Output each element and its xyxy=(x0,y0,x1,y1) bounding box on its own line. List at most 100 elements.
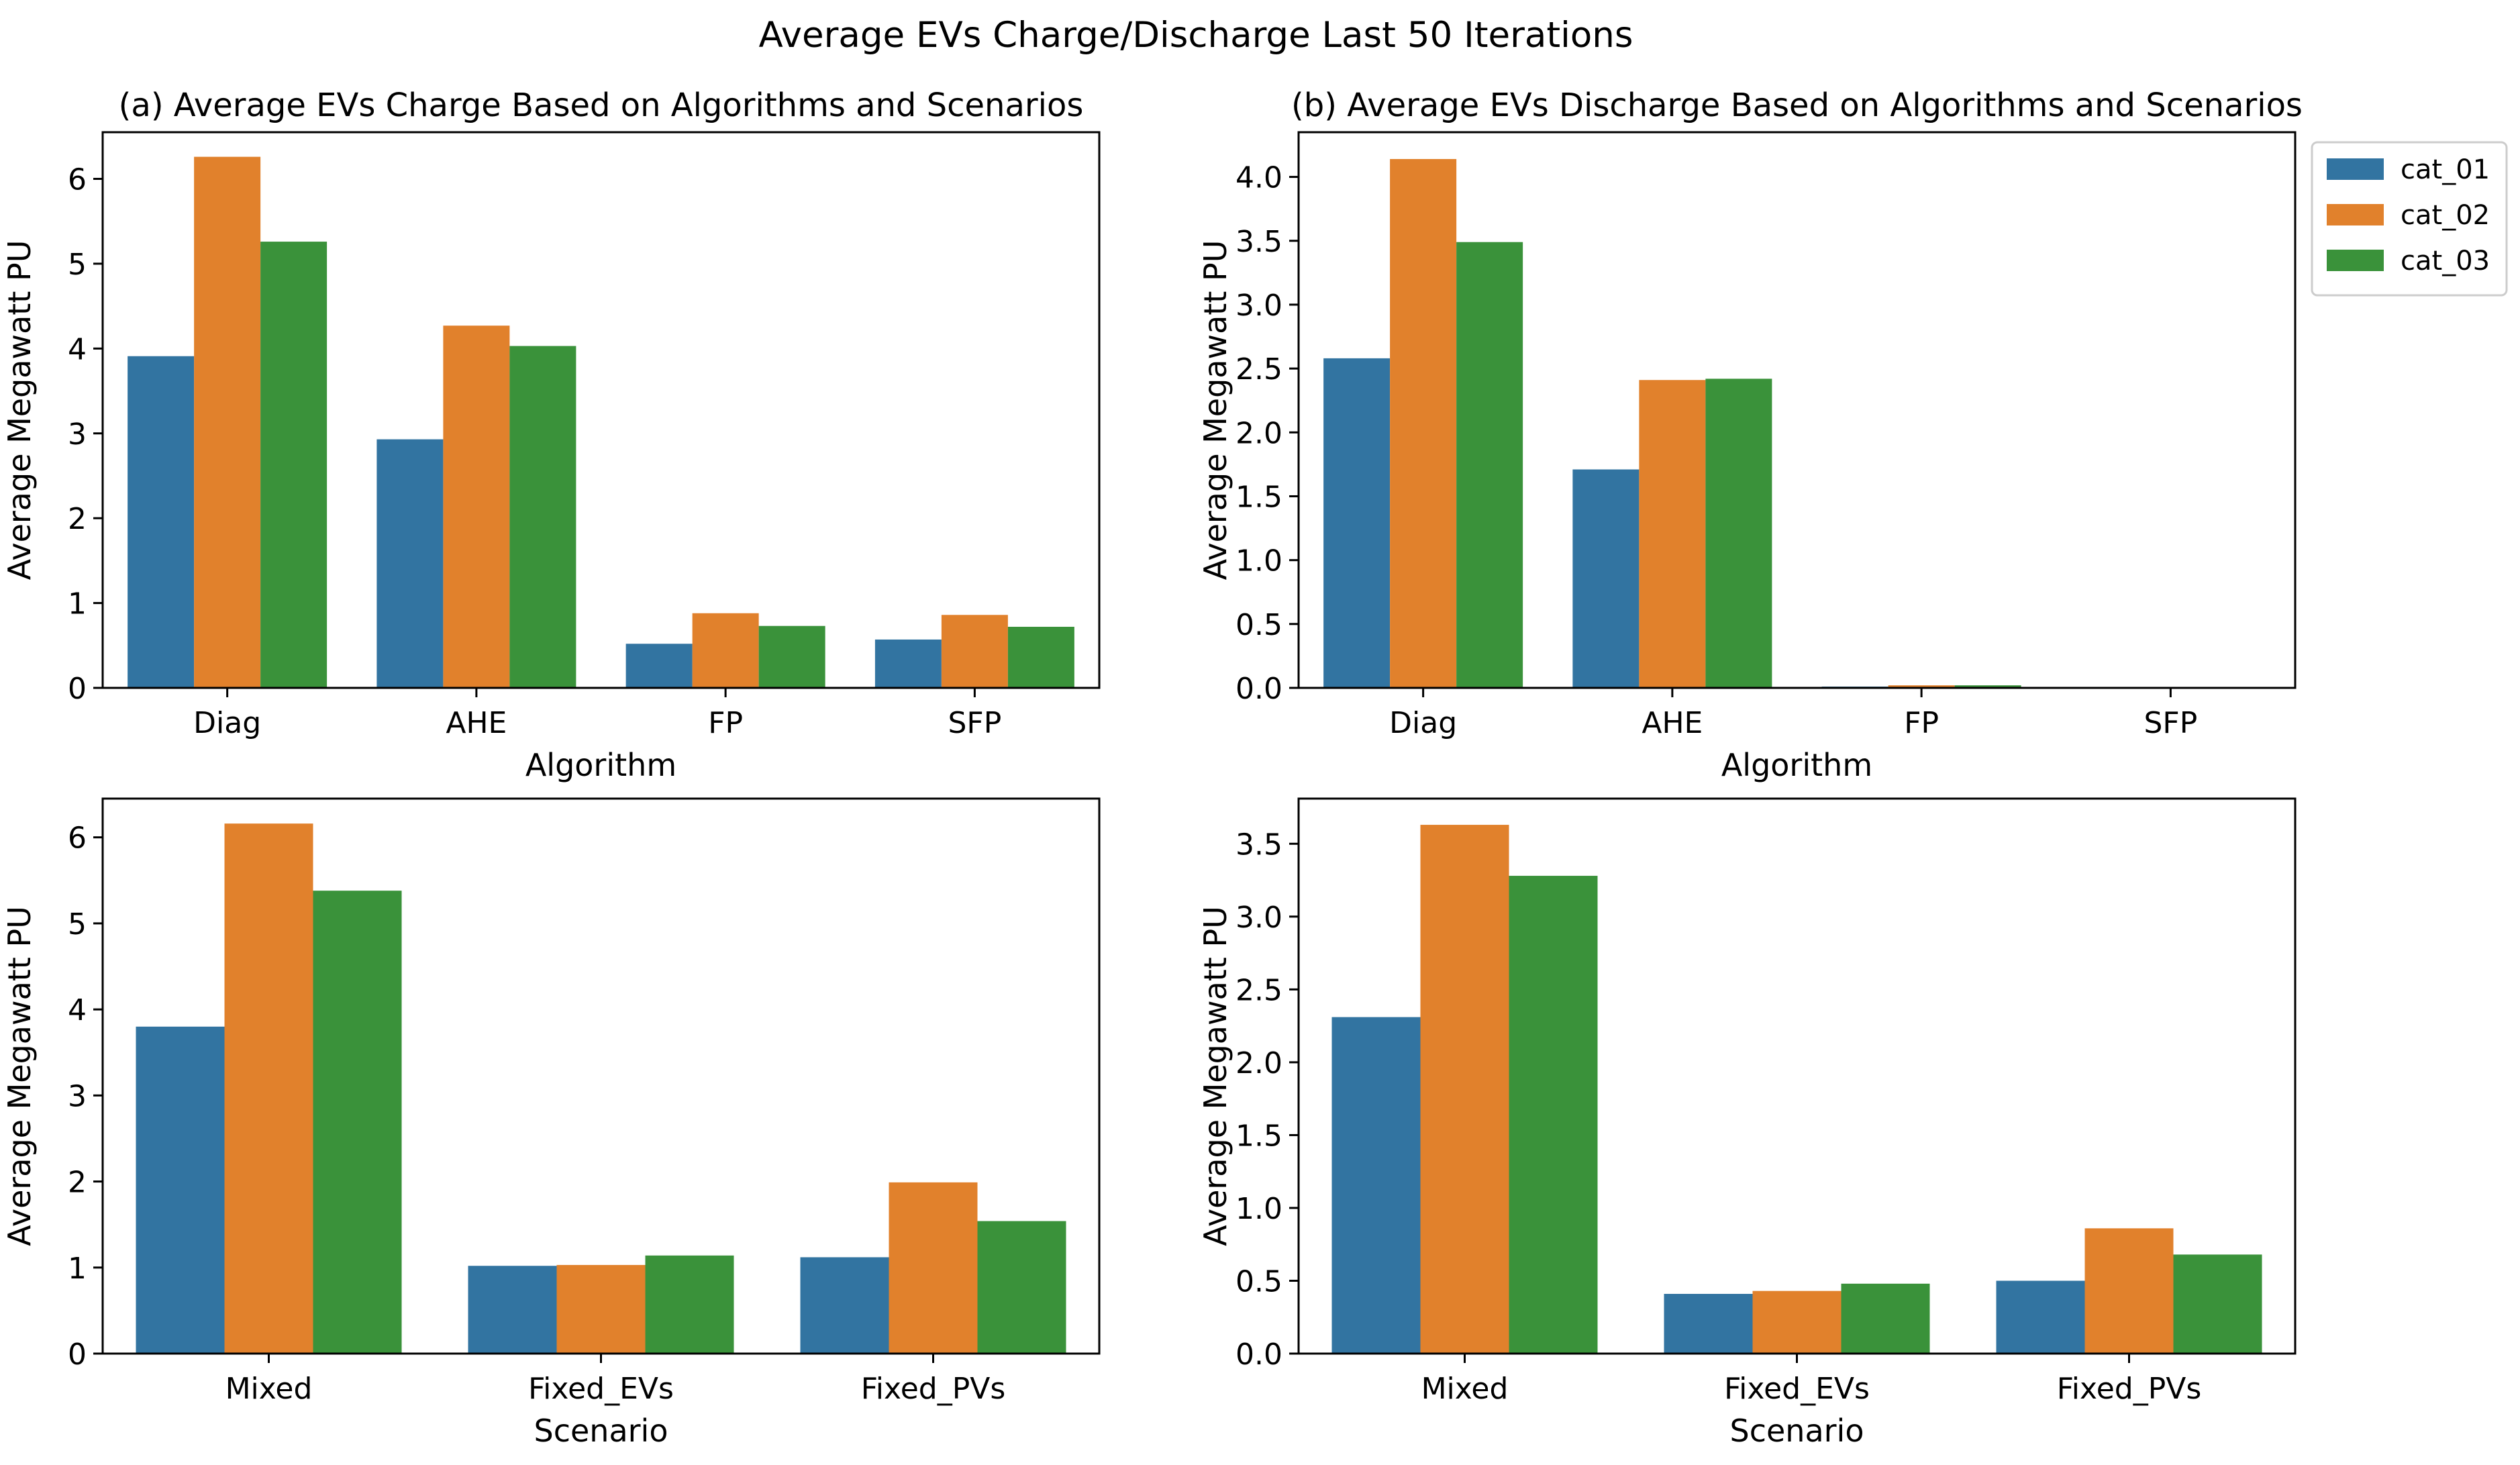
x-tick-label: SFP xyxy=(2144,706,2197,740)
bar-cat_02-fixed_pvs xyxy=(889,1182,978,1354)
bar-cat_03-diag xyxy=(1456,242,1523,688)
y-tick-label: 4 xyxy=(68,993,87,1027)
bar-cat_01-sfp xyxy=(874,639,942,688)
panel-title: (b) Average EVs Discharge Based on Algor… xyxy=(1291,87,2303,124)
x-tick-label: Fixed_PVs xyxy=(861,1372,1006,1406)
x-tick-label: Fixed_EVs xyxy=(528,1372,674,1406)
bar-cat_01-fp xyxy=(625,644,693,688)
legend-swatch-cat_01 xyxy=(2327,158,2384,180)
bar-cat_02-fixed_pvs xyxy=(2084,1228,2174,1354)
y-tick-label: 2 xyxy=(68,1166,87,1200)
y-tick-label: 1.5 xyxy=(1236,480,1282,514)
y-tick-label: 1 xyxy=(68,587,87,621)
y-tick-label: 6 xyxy=(68,821,87,856)
x-tick-label: SFP xyxy=(948,706,1001,740)
legend-label-cat_02: cat_02 xyxy=(2401,200,2490,231)
bar-cat_02-fp xyxy=(692,613,759,688)
y-tick-label: 0.0 xyxy=(1236,1337,1282,1372)
y-tick-label: 0 xyxy=(68,672,87,706)
chart-panels: 0 1 2 3 4 5 6 Diag AHE FP SFP Algorithm Average Mega… xyxy=(1,87,2303,1449)
y-tick-label: 2.0 xyxy=(1236,1046,1282,1080)
y-tick-label: 5 xyxy=(68,907,87,942)
chart-panel-2: 0.0 0.5 1.0 1.5 2.0 2.5 3.0 3.5 4.0 Diag AHE FP SFP A… xyxy=(1197,87,2303,783)
y-tick-label: 0.5 xyxy=(1236,1264,1282,1299)
bar-cat_03-diag xyxy=(260,242,327,688)
x-axis-label: Scenario xyxy=(534,1413,668,1449)
bar-cat_02-ahe xyxy=(443,325,510,689)
bar-cat_01-mixed xyxy=(1331,1017,1421,1354)
bar-cat_02-fixed_evs xyxy=(556,1264,646,1354)
legend: cat_01 cat_02 cat_03 xyxy=(2311,141,2508,297)
y-tick-label: 1.5 xyxy=(1236,1119,1282,1153)
x-tick-label: Mixed xyxy=(1421,1372,1509,1406)
x-tick-label: Mixed xyxy=(225,1372,313,1406)
x-axis-label: Algorithm xyxy=(1721,747,1872,783)
y-tick-label: 3.5 xyxy=(1236,225,1282,259)
bar-cat_03-fixed_evs xyxy=(1841,1283,1930,1354)
y-axis-label: Average Megawatt PU xyxy=(1197,906,1233,1246)
chart-panel-1: 0 1 2 3 4 5 6 Diag AHE FP SFP Algorithm Average Mega… xyxy=(1,87,1101,783)
y-tick-label: 2.5 xyxy=(1236,352,1282,387)
y-axis-label: Average Megawatt PU xyxy=(1,240,38,580)
y-tick-label: 6 xyxy=(68,163,87,197)
y-tick-label: 1 xyxy=(68,1252,87,1286)
y-tick-label: 3 xyxy=(68,417,87,452)
legend-label-cat_03: cat_03 xyxy=(2401,246,2490,276)
legend-swatch-cat_02 xyxy=(2327,204,2384,225)
bar-cat_02-sfp xyxy=(941,615,1008,688)
bar-cat_02-mixed xyxy=(224,823,313,1354)
y-tick-label: 2.5 xyxy=(1236,973,1282,1007)
x-tick-label: FP xyxy=(1904,706,1939,740)
x-tick-label: AHE xyxy=(1642,706,1703,740)
x-tick-label: Fixed_PVs xyxy=(2057,1372,2202,1406)
y-tick-label: 2 xyxy=(68,502,87,536)
chart-panel-3: 0 1 2 3 4 5 6 Mixed Fixed_EVs Fixed_PVs Scenario Av… xyxy=(1,797,1101,1449)
bar-cat_03-mixed xyxy=(313,891,402,1354)
y-tick-label: 3.0 xyxy=(1236,289,1282,323)
bar-cat_03-fp xyxy=(1954,685,2021,688)
legend-swatch-cat_03 xyxy=(2327,250,2384,271)
x-tick-label: Diag xyxy=(193,706,261,740)
bar-cat_01-fixed_evs xyxy=(468,1266,557,1354)
y-axis-label: Average Megawatt PU xyxy=(1197,240,1233,580)
y-tick-label: 0 xyxy=(68,1337,87,1372)
x-axis-label: Algorithm xyxy=(525,747,676,783)
bar-cat_01-diag xyxy=(1323,358,1391,688)
panel-title: (a) Average EVs Charge Based on Algorith… xyxy=(119,87,1084,124)
x-axis-label: Scenario xyxy=(1730,1413,1864,1449)
y-tick-label: 3 xyxy=(68,1079,87,1113)
bar-cat_01-fixed_pvs xyxy=(800,1257,889,1354)
y-tick-label: 3.0 xyxy=(1236,901,1282,935)
y-tick-label: 0.0 xyxy=(1236,672,1282,706)
bar-cat_03-fp xyxy=(758,625,825,688)
bar-cat_01-fixed_evs xyxy=(1664,1294,1753,1354)
y-tick-label: 4 xyxy=(68,332,87,366)
y-tick-label: 1.0 xyxy=(1236,1192,1282,1226)
figure-suptitle: Average EVs Charge/Discharge Last 50 Ite… xyxy=(758,15,1633,56)
bar-cat_02-mixed xyxy=(1420,825,1509,1354)
axes-frame xyxy=(101,131,1101,689)
x-tick-label: FP xyxy=(708,706,743,740)
bar-cat_02-diag xyxy=(194,156,261,688)
legend-label-cat_01: cat_01 xyxy=(2401,154,2490,185)
bar-cat_03-mixed xyxy=(1509,876,1598,1354)
bar-cat_03-ahe xyxy=(1705,378,1772,688)
bar-cat_02-fp xyxy=(1888,685,1955,688)
bar-cat_03-sfp xyxy=(1007,626,1074,688)
bar-cat_03-ahe xyxy=(509,346,576,688)
y-tick-label: 2.0 xyxy=(1236,416,1282,450)
bar-cat_02-ahe xyxy=(1639,380,1706,688)
y-tick-label: 1.0 xyxy=(1236,544,1282,578)
bar-cat_03-fixed_pvs xyxy=(2173,1254,2262,1354)
axes-frame xyxy=(1297,131,2297,689)
bar-cat_03-fixed_pvs xyxy=(977,1221,1066,1354)
bar-cat_01-ahe xyxy=(1572,469,1640,688)
bar-cat_01-fixed_pvs xyxy=(1996,1280,2085,1354)
x-tick-label: Diag xyxy=(1389,706,1457,740)
bar-cat_01-mixed xyxy=(136,1026,225,1354)
y-tick-label: 0.5 xyxy=(1236,608,1282,642)
bar-cat_02-diag xyxy=(1390,158,1457,689)
x-tick-label: AHE xyxy=(446,706,507,740)
